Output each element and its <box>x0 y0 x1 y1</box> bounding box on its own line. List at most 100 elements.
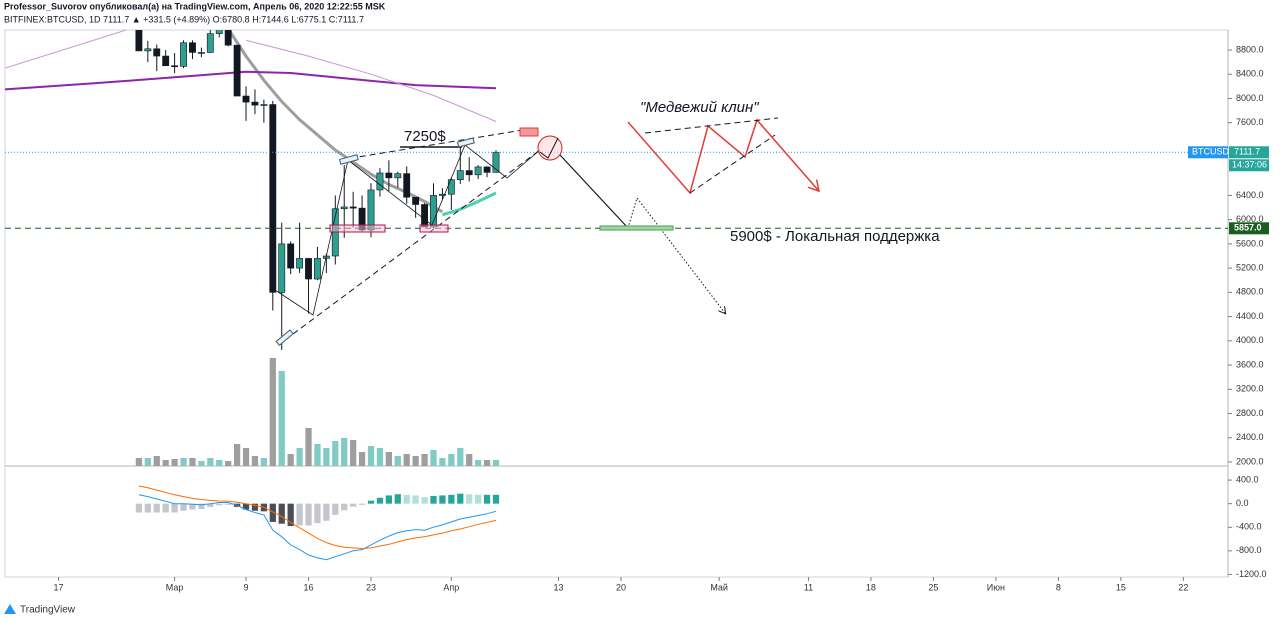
volume-bar <box>430 450 437 466</box>
candle-body <box>385 172 393 179</box>
macd-histogram-bar <box>207 503 214 507</box>
candle-body <box>403 173 411 198</box>
drop-line <box>559 154 629 229</box>
countdown-tag <box>1229 159 1269 172</box>
y-tick-label: 2000.0 <box>1236 456 1264 466</box>
macd-histogram-bar <box>251 503 259 511</box>
volume-bar <box>233 444 241 466</box>
macd-histogram-bar <box>332 503 339 515</box>
macd-histogram-bar <box>144 503 151 513</box>
macd-histogram-bar <box>475 494 482 504</box>
macd-histogram-bar <box>430 496 437 504</box>
x-tick-label: 23 <box>366 582 376 592</box>
target-box <box>519 127 539 137</box>
moving-average <box>5 70 497 91</box>
macd-histogram-bar <box>189 503 196 510</box>
volume-bar <box>135 458 143 466</box>
y-tick-label: 2400.0 <box>1236 432 1264 442</box>
y-tick-label: 3600.0 <box>1236 359 1264 369</box>
volume-bar <box>332 441 339 466</box>
price-tag <box>1229 146 1269 159</box>
range-box <box>329 224 386 233</box>
y-tick-label: 8400.0 <box>1236 69 1264 79</box>
support-box <box>599 225 674 231</box>
macd-histogram-bar <box>394 494 401 504</box>
volume-bar <box>385 452 392 466</box>
volume-bar <box>376 448 384 466</box>
volume-bar <box>367 446 375 466</box>
y-tick-label: 6400.0 <box>1236 190 1264 200</box>
macd-histogram-bar <box>278 503 285 524</box>
macd-pane <box>135 485 500 561</box>
candle-body <box>465 170 473 176</box>
candle-body <box>492 151 500 173</box>
volume-bar <box>216 460 223 466</box>
pane-frame <box>4 29 1229 578</box>
x-tick-label: 17 <box>54 582 64 592</box>
volume-bar <box>457 448 464 466</box>
candle-body <box>260 104 268 106</box>
y-tick-label: 4400.0 <box>1236 311 1264 321</box>
candle-body <box>314 258 321 280</box>
x-tick-label: 25 <box>928 582 938 592</box>
candle-body <box>269 104 277 293</box>
macd-histogram-bar <box>421 497 428 504</box>
macd-histogram-bar <box>358 503 366 505</box>
wedge-upper <box>339 127 536 161</box>
macd-histogram-bar <box>198 503 205 509</box>
annotation-target: 7250$ <box>404 128 446 145</box>
symbol-line: BITFINEX:BTCUSD, 1D 7111.7 ▲ +331.5 (+4.… <box>4 14 364 24</box>
macd-histogram-bar <box>492 494 500 504</box>
candle-body <box>287 243 295 269</box>
range-box <box>419 224 449 233</box>
volume-bar <box>421 454 428 466</box>
volume-bar <box>305 428 312 466</box>
candle-body <box>153 48 161 57</box>
candle-body <box>305 258 312 280</box>
candle-body <box>376 172 384 191</box>
volume-bar <box>189 458 196 466</box>
candle-body <box>162 55 170 67</box>
dotted-path <box>627 196 725 313</box>
volume-bar <box>180 458 187 466</box>
volume-bar <box>466 454 473 466</box>
macd-histogram-bar <box>242 503 250 510</box>
tag <box>456 137 475 148</box>
volume-bar <box>394 456 401 466</box>
volume-bar <box>242 448 250 466</box>
macd-histogram-bar <box>439 495 446 504</box>
volume-bar <box>483 460 491 466</box>
macd-histogram-bar <box>323 503 330 521</box>
moving-average <box>5 30 497 122</box>
price-pane <box>5 30 1228 466</box>
macd-histogram-bar <box>367 500 375 504</box>
price-label: 7111.7 <box>1234 147 1260 157</box>
macd-histogram-bar <box>385 495 392 504</box>
volume-bar <box>350 440 357 466</box>
volume-bar <box>412 456 419 466</box>
macd-histogram-bar <box>483 494 491 504</box>
x-tick-label: 13 <box>553 582 563 592</box>
candle-body <box>206 33 214 53</box>
macd-histogram-bar <box>466 494 473 504</box>
y-tick-label: 4800.0 <box>1236 287 1264 297</box>
macd-histogram-bar <box>412 495 419 504</box>
candle-body <box>171 65 179 68</box>
y-tick-label: 5200.0 <box>1236 262 1264 272</box>
candle-body <box>474 166 482 176</box>
moving-average <box>441 191 497 217</box>
volume-bar <box>439 458 446 466</box>
volume-bar <box>225 461 232 466</box>
level-label: 5857.0 <box>1234 223 1262 233</box>
candle-body <box>412 196 420 205</box>
bear-wedge-lower <box>689 134 776 194</box>
logo-icon <box>4 604 16 614</box>
y-tick-label: 2800.0 <box>1236 408 1264 418</box>
candle-body <box>144 48 152 52</box>
x-tick-label: 20 <box>616 582 626 592</box>
candle-body <box>456 170 464 180</box>
macd-histogram-bar <box>180 503 187 511</box>
y-tick-label: 8000.0 <box>1236 93 1264 103</box>
candle-body <box>438 193 446 196</box>
bear-zigzag <box>627 118 818 195</box>
